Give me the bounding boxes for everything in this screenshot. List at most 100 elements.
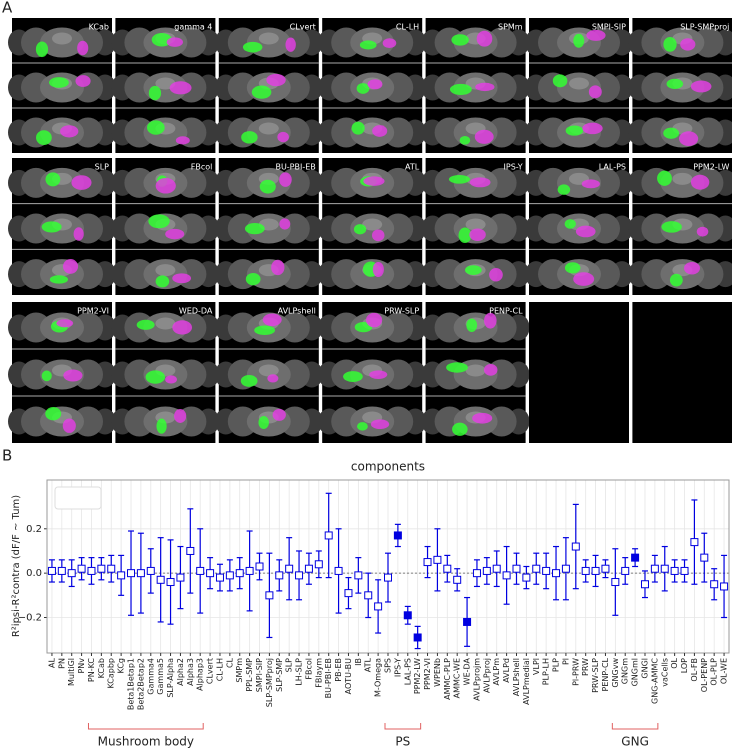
marker xyxy=(275,571,284,580)
marker xyxy=(443,564,452,573)
x-tick-label: SLP-SMPproj xyxy=(265,658,274,707)
tile-label: SLP xyxy=(95,163,110,172)
magenta-signal xyxy=(166,37,183,47)
magenta-signal xyxy=(277,131,289,143)
magenta-signal xyxy=(272,408,286,421)
marker xyxy=(374,602,383,611)
magenta-signal xyxy=(77,40,89,56)
magenta-signal xyxy=(472,412,493,424)
tile-label: BU-PBI-EB xyxy=(275,163,315,172)
x-tick-label: AOTU-BU xyxy=(344,658,353,694)
green-signal xyxy=(351,121,365,135)
brain-core xyxy=(569,77,589,90)
green-signal xyxy=(35,41,49,58)
chart-title: components xyxy=(351,460,425,474)
y-tick-label: 0.0 xyxy=(26,568,42,579)
x-tick-label: BU-PBI-EB xyxy=(324,658,333,698)
marker xyxy=(611,578,620,587)
green-signal xyxy=(244,222,265,235)
tile-label: CL-LH xyxy=(396,23,419,32)
marker xyxy=(176,573,185,582)
magenta-signal xyxy=(71,175,92,190)
magenta-signal xyxy=(60,125,79,138)
marker xyxy=(67,569,76,578)
green-signal xyxy=(564,219,576,229)
marker xyxy=(502,571,511,580)
x-tick-label: PPL-SMP xyxy=(245,658,254,692)
y-tick-label: 0.2 xyxy=(26,524,42,535)
tile: PRW-SLP xyxy=(318,302,427,443)
brain-core xyxy=(155,264,176,277)
tile xyxy=(632,302,732,443)
marker xyxy=(710,580,719,589)
magenta-signal xyxy=(73,227,84,241)
tile-label: FBcol xyxy=(191,163,213,172)
green-signal xyxy=(49,275,68,284)
green-signal xyxy=(451,34,469,46)
x-tick-label: Pl xyxy=(561,658,570,665)
x-tick-label: FBcol xyxy=(304,658,313,680)
magenta-signal xyxy=(62,259,79,274)
x-tick-label: GNGl xyxy=(640,658,649,679)
marker xyxy=(97,564,106,573)
green-signal xyxy=(353,224,367,235)
magenta-signal xyxy=(372,125,388,137)
magenta-signal xyxy=(174,409,187,423)
magenta-signal xyxy=(285,37,296,52)
green-signal xyxy=(36,130,52,146)
tile-bg xyxy=(632,302,732,443)
magenta-signal xyxy=(489,268,503,282)
magenta-signal xyxy=(476,30,493,47)
group-bracket xyxy=(384,723,422,730)
green-signal xyxy=(459,135,471,145)
marker xyxy=(433,555,442,564)
tile-label: AVLPshell xyxy=(278,307,316,316)
marker xyxy=(255,562,264,571)
marker-filled xyxy=(413,633,422,642)
marker xyxy=(720,582,729,591)
magenta-signal xyxy=(469,177,491,188)
marker xyxy=(334,566,343,575)
x-tick-label: Gamma5 xyxy=(156,658,165,695)
tile-label: SMPl-SIP xyxy=(592,23,626,32)
magenta-signal xyxy=(75,75,91,87)
x-tick-label: LH-SLP xyxy=(295,658,304,686)
marker-filled xyxy=(393,531,402,540)
tile-label: PPM2-VI xyxy=(77,307,109,316)
marker xyxy=(532,564,541,573)
magenta-signal xyxy=(169,81,192,95)
x-tick-label: Beta2Betap2 xyxy=(136,658,145,710)
tile-label: CLvert xyxy=(290,23,316,32)
tile: gamma 4 xyxy=(111,18,220,153)
green-signal xyxy=(148,85,162,101)
brain-core xyxy=(155,317,176,330)
magenta-signal xyxy=(63,369,83,382)
marker xyxy=(196,566,205,575)
x-tick-label: PLP-LH xyxy=(542,658,551,685)
x-tick-label: PRW-SLP xyxy=(591,658,600,693)
green-signal xyxy=(359,40,377,50)
x-tick-label: PN xyxy=(57,658,66,669)
x-tick-label: AVLPmedial xyxy=(522,658,531,705)
green-signal xyxy=(41,370,52,382)
magenta-signal xyxy=(271,259,285,276)
marker xyxy=(552,569,561,578)
x-tick-label: AVLPprojm xyxy=(472,658,481,701)
green-signal xyxy=(446,362,468,373)
marker xyxy=(660,564,669,573)
brain-core xyxy=(465,364,486,377)
x-tick-label: GNGml xyxy=(631,658,640,686)
magenta-signal xyxy=(690,174,710,190)
x-tick-label: SLP-SMP xyxy=(275,658,284,692)
tile-label: WED-DA xyxy=(179,307,213,316)
marker xyxy=(670,566,679,575)
tile-label: SPMm xyxy=(498,23,523,32)
marker xyxy=(482,566,491,575)
tile: FBcol xyxy=(111,158,220,295)
tile: PPM2-LW xyxy=(628,158,732,295)
tile-label: PENP-CL xyxy=(489,307,523,316)
tile: CLvert xyxy=(214,18,323,153)
x-tick-label: SLP xyxy=(285,658,294,673)
tile-bg xyxy=(529,302,629,443)
x-tick-label: Beta1Betap1 xyxy=(127,658,136,710)
